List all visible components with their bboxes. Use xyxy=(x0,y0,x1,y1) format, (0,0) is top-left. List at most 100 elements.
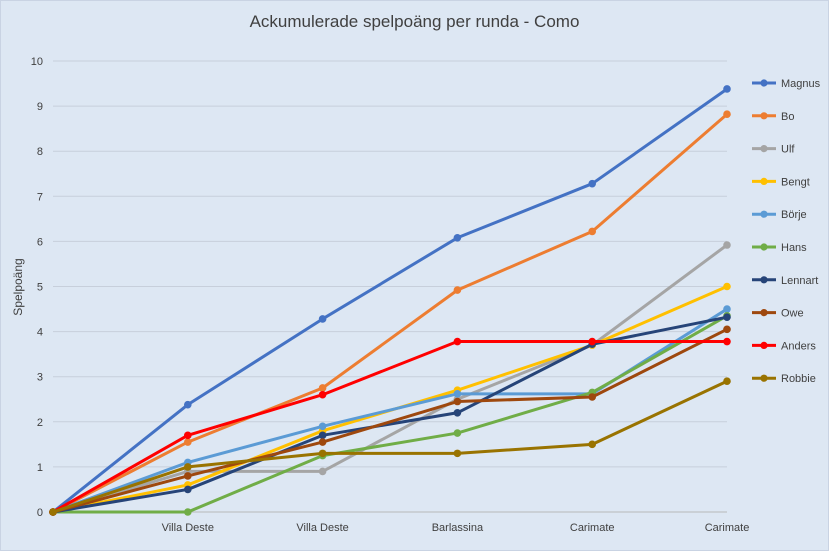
y-tick-label: 3 xyxy=(37,372,43,384)
data-point xyxy=(723,337,731,346)
data-point xyxy=(184,485,192,494)
y-tick-label: 4 xyxy=(37,327,43,339)
legend-marker xyxy=(760,341,768,349)
legend-item: Robbie xyxy=(752,373,816,385)
data-point xyxy=(588,440,596,449)
series-lines xyxy=(49,85,731,516)
x-axis-ticks: Villa Deste Villa Deste Barlassina Carimate… xyxy=(162,522,750,534)
y-tick-label: 1 xyxy=(37,462,43,474)
x-tick-label: Carimate xyxy=(570,522,615,534)
data-point xyxy=(723,282,731,291)
legend: Magnus Bo Ulf Bengt Börje Hans Lennart Owe Ander… xyxy=(752,78,821,385)
data-point xyxy=(318,438,327,446)
series-line xyxy=(51,340,729,514)
series-line xyxy=(51,243,729,514)
data-point xyxy=(318,449,327,458)
data-point xyxy=(49,508,57,516)
legend-label: Bengt xyxy=(781,176,810,188)
data-point xyxy=(318,467,327,476)
legend-marker xyxy=(760,309,768,317)
legend-item: Bengt xyxy=(752,176,810,188)
chart-title: Ackumulerade spelpoäng per runda - Como xyxy=(249,12,580,31)
legend-label: Robbie xyxy=(781,373,816,385)
series-line xyxy=(51,379,729,514)
legend-item: Magnus xyxy=(752,78,821,90)
x-tick-label: Barlassina xyxy=(432,522,484,534)
legend-label: Börje xyxy=(781,209,807,221)
data-point xyxy=(184,400,192,409)
series-owe xyxy=(49,325,731,516)
data-point xyxy=(588,337,596,346)
legend-marker xyxy=(760,243,768,251)
data-point xyxy=(453,397,462,406)
legend-label: Lennart xyxy=(781,275,818,287)
legend-marker xyxy=(760,276,768,284)
legend-marker xyxy=(760,374,768,382)
data-point xyxy=(318,315,327,323)
series-line xyxy=(51,87,729,514)
legend-item: Bo xyxy=(752,111,794,123)
legend-item: Börje xyxy=(752,209,807,221)
data-point xyxy=(723,241,731,249)
series-line xyxy=(51,112,729,514)
legend-label: Ulf xyxy=(781,144,795,156)
legend-label: Magnus xyxy=(781,78,821,90)
y-axis-label: Spelpoäng xyxy=(11,258,25,315)
data-point xyxy=(184,438,192,446)
y-tick-label: 5 xyxy=(37,282,43,294)
data-point xyxy=(184,472,192,480)
data-point xyxy=(184,431,192,440)
x-tick-label: Villa Deste xyxy=(162,522,214,534)
data-point xyxy=(453,337,462,346)
x-tick-label: Villa Deste xyxy=(296,522,348,534)
series-line xyxy=(51,314,729,514)
data-point xyxy=(318,390,327,399)
data-point xyxy=(453,449,462,458)
data-point xyxy=(588,393,596,401)
legend-label: Hans xyxy=(781,242,807,254)
data-point xyxy=(453,233,462,242)
legend-marker xyxy=(760,112,768,120)
data-point xyxy=(318,431,327,440)
data-point xyxy=(723,377,731,386)
data-point xyxy=(453,408,462,417)
data-point xyxy=(723,85,731,93)
data-point xyxy=(453,286,462,294)
legend-item: Anders xyxy=(752,340,816,352)
x-tick-label: Carimate xyxy=(705,522,750,534)
y-tick-label: 9 xyxy=(37,101,43,113)
y-tick-label: 8 xyxy=(37,146,43,158)
legend-item: Owe xyxy=(752,308,804,320)
data-point xyxy=(184,508,192,516)
legend-label: Owe xyxy=(781,308,804,320)
data-point xyxy=(184,463,192,471)
legend-label: Bo xyxy=(781,111,794,123)
y-tick-label: 2 xyxy=(37,417,43,429)
y-axis-ticks: 0 1 2 3 4 5 6 7 8 9 10 xyxy=(31,56,43,519)
data-point xyxy=(588,179,596,188)
series-line xyxy=(51,327,729,514)
legend-marker xyxy=(760,145,768,153)
y-tick-label: 0 xyxy=(37,507,43,519)
series-robbie xyxy=(49,377,731,516)
data-point xyxy=(318,422,327,431)
y-tick-label: 7 xyxy=(37,191,43,203)
data-point xyxy=(318,384,327,392)
series-magnus xyxy=(49,85,731,516)
legend-marker xyxy=(760,79,768,87)
legend-item: Hans xyxy=(752,242,807,254)
series-lennart xyxy=(49,313,731,516)
data-point xyxy=(723,305,731,313)
data-point xyxy=(453,429,462,437)
data-point xyxy=(723,325,731,334)
legend-item: Lennart xyxy=(752,275,818,287)
legend-marker xyxy=(760,177,768,185)
data-point xyxy=(723,313,731,321)
legend-marker xyxy=(760,210,768,218)
y-tick-label: 10 xyxy=(31,56,43,68)
legend-item: Ulf xyxy=(752,144,795,156)
series-line xyxy=(51,315,729,514)
data-point xyxy=(723,110,731,119)
